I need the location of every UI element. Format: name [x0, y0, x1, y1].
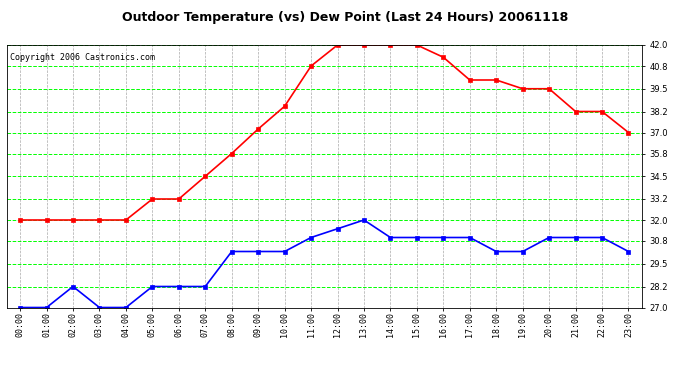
- Text: Outdoor Temperature (vs) Dew Point (Last 24 Hours) 20061118: Outdoor Temperature (vs) Dew Point (Last…: [122, 11, 568, 24]
- Text: Copyright 2006 Castronics.com: Copyright 2006 Castronics.com: [10, 53, 155, 62]
